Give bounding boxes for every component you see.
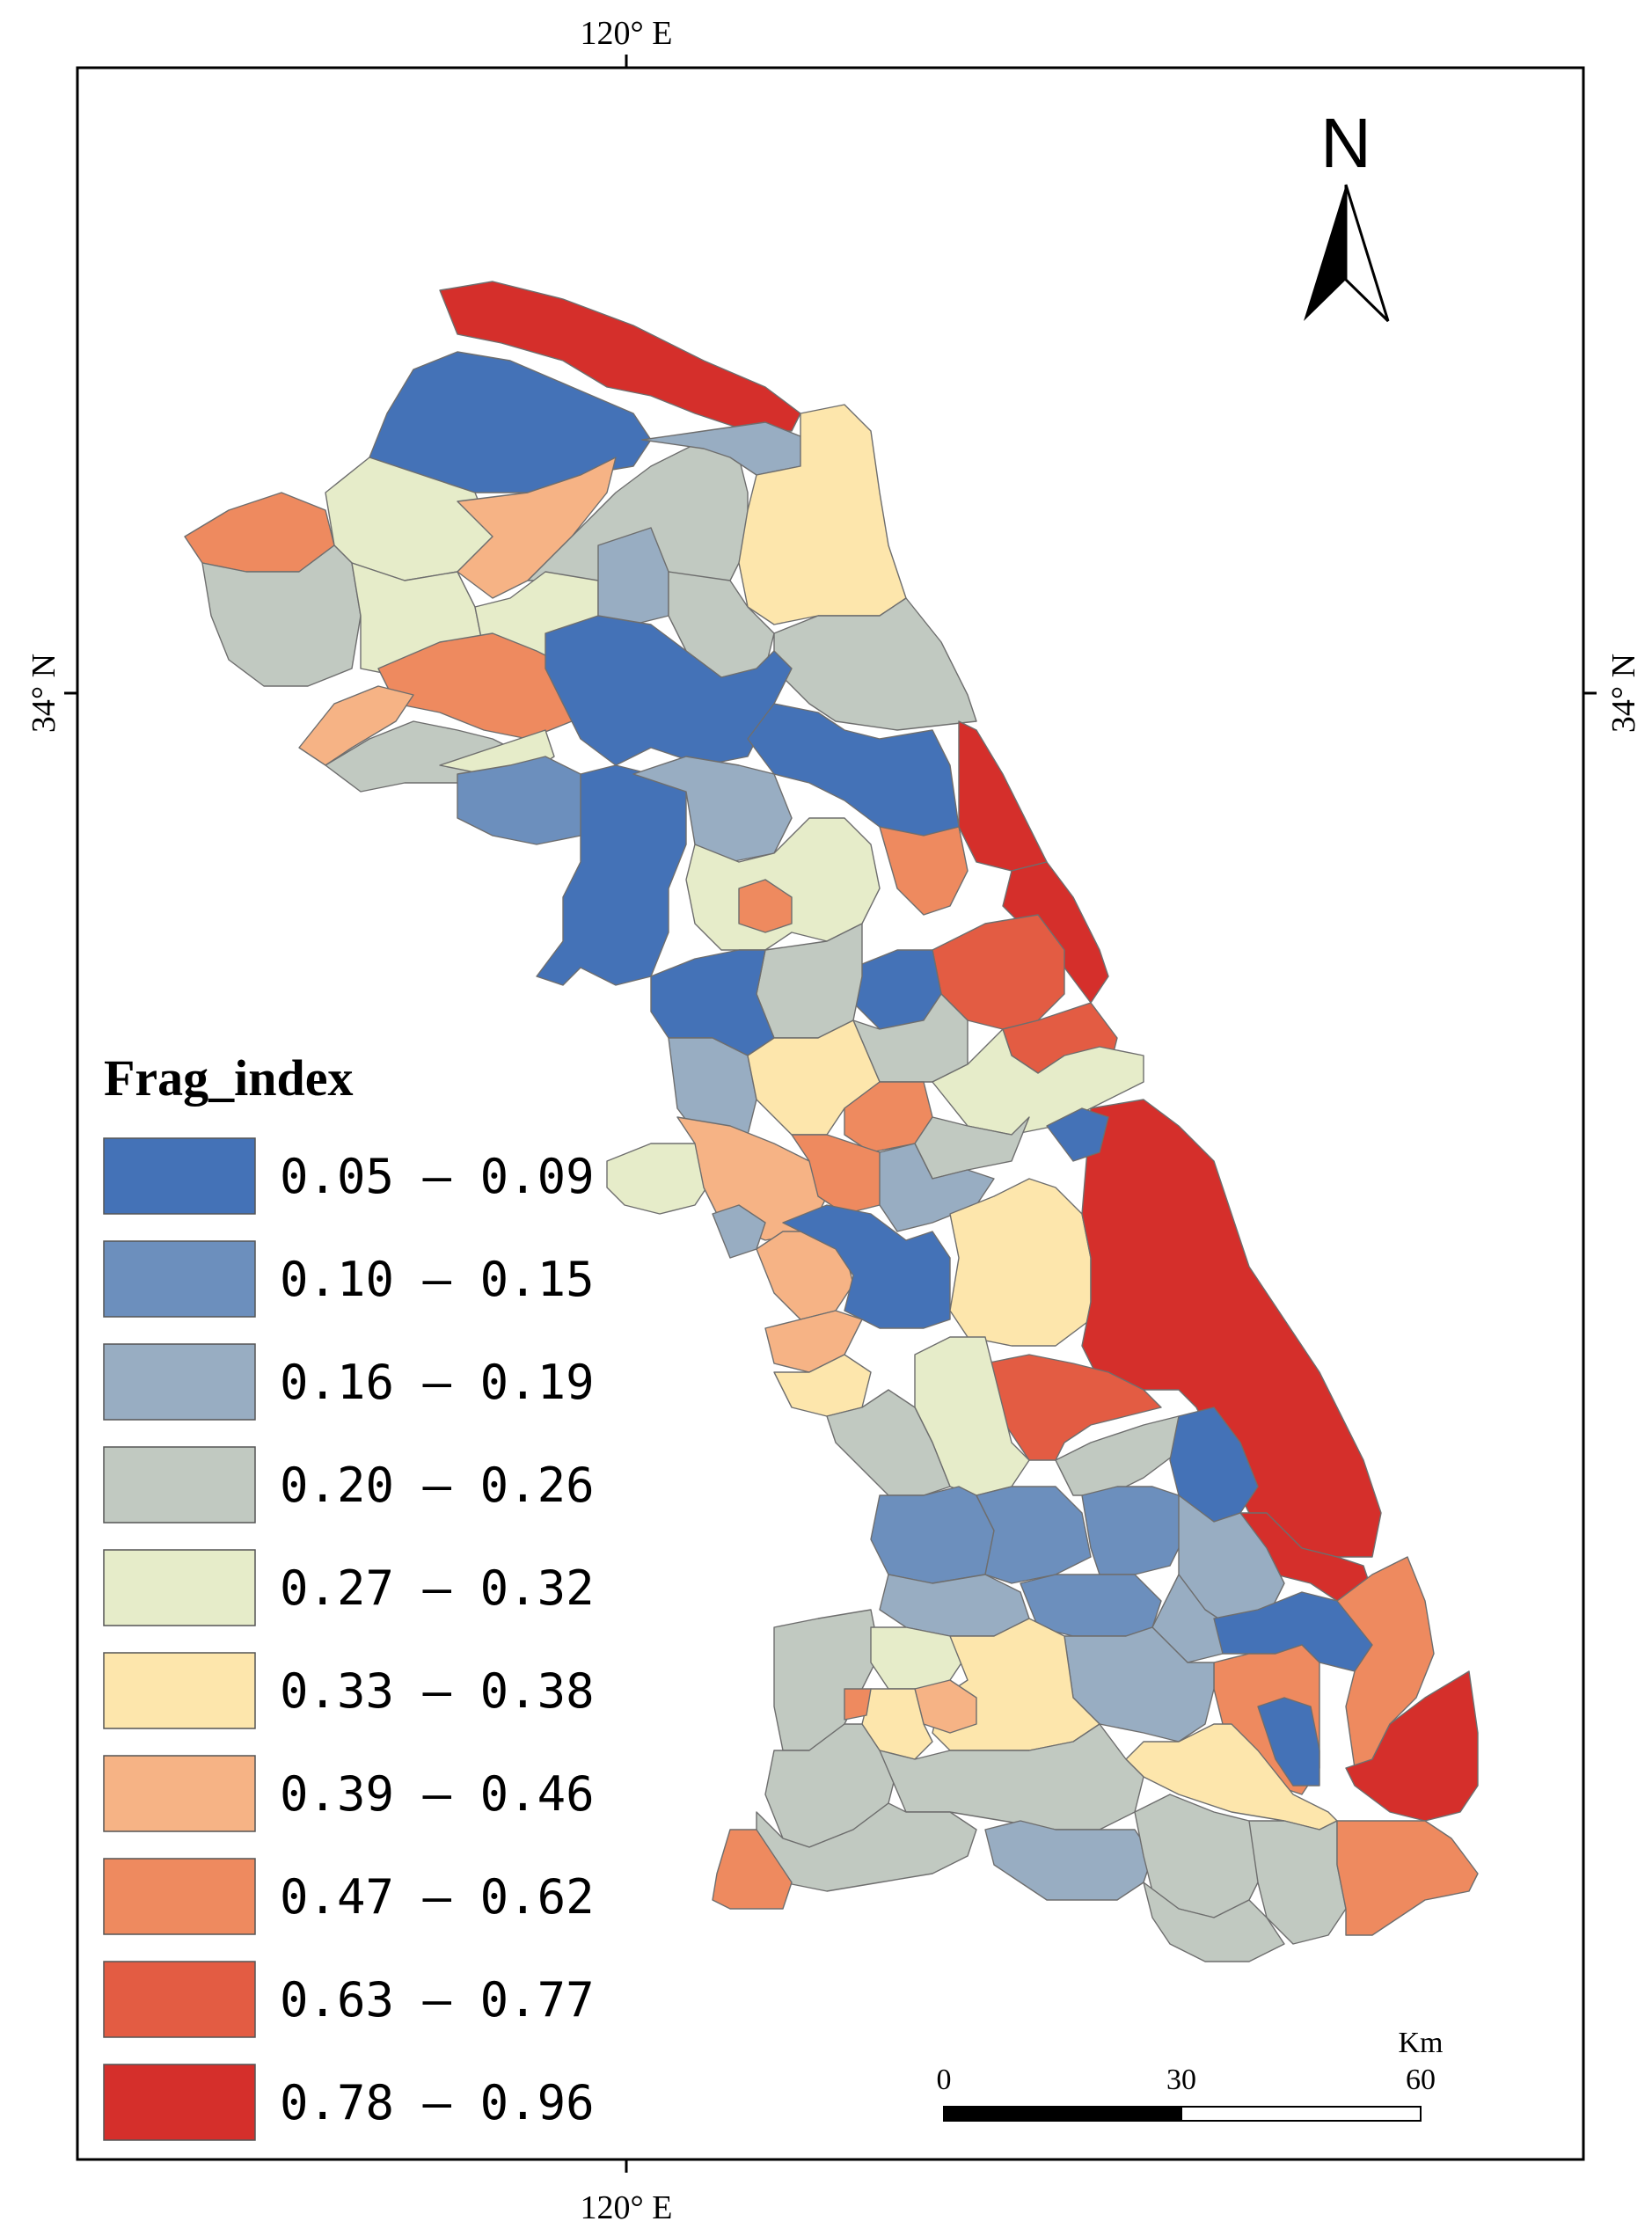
region-lightyellow-west-3[interactable] [606,1143,713,1215]
region-blue-south-1[interactable] [870,1486,995,1584]
legend-swatch-9 [103,2064,256,2141]
region-grey-south-6[interactable] [1143,1882,1285,1962]
choropleth-regions [184,281,1479,1962]
region-redorange-centre-3[interactable] [984,1354,1162,1461]
region-orange-centre-1[interactable] [879,826,969,916]
region-grey-south-1[interactable] [764,1723,898,1848]
region-yellow-west-4[interactable] [773,1354,872,1417]
region-orange-sw-2[interactable] [712,1829,793,1910]
region-peach-west-4[interactable] [764,1310,863,1373]
lat-label-right: 34° N [1605,654,1642,733]
lon-label-bottom: 120° E [581,2189,673,2226]
legend-label-7: 0.47 – 0.62 [280,1869,595,1925]
region-grey-centre-5[interactable] [826,1389,951,1496]
region-west-grey-1[interactable] [201,544,362,687]
legend-swatch-8 [103,1961,256,2038]
legend-swatch-6 [103,1755,256,1832]
region-orange-small-centre[interactable] [738,879,793,933]
north-arrow-left-half [1304,185,1346,321]
legend-label-8: 0.63 – 0.77 [280,1972,595,2028]
region-steel-small-1[interactable] [597,527,669,625]
legend-swatch-4 [103,1549,256,1626]
region-steel-west-2[interactable] [668,1037,757,1144]
legend-items: 0.05 – 0.09 0.10 – 0.15 0.16 – 0.19 0.20 – … [103,1137,595,2141]
region-grey-south-2[interactable] [879,1723,1144,1830]
region-west-orange-1[interactable] [184,492,335,573]
region-grey-ne[interactable] [773,597,977,731]
legend-swatch-0 [103,1137,256,1215]
legend-label-6: 0.39 – 0.46 [280,1766,595,1822]
legend: Frag_index 0.05 – 0.09 0.10 – 0.15 0.16 – … [103,1049,595,2141]
legend-label-9: 0.78 – 0.96 [280,2075,595,2130]
region-steel-south-5[interactable] [984,1820,1153,1901]
north-arrow-right-half [1344,184,1390,323]
legend-swatch-1 [103,1240,256,1318]
region-blue-south-2[interactable] [976,1486,1092,1584]
scale-tick-label-0: 0 [937,2064,952,2096]
region-blue-south-3[interactable] [1081,1486,1188,1575]
region-blue-centre-large[interactable] [747,703,960,837]
lat-label-left: 34° N [26,654,62,733]
legend-swatch-5 [103,1652,256,1729]
north-label: N [1320,104,1371,182]
legend-label-3: 0.20 – 0.26 [280,1458,595,1513]
legend-title: Frag_index [104,1049,354,1107]
legend-label-2: 0.16 – 0.19 [280,1355,595,1410]
region-blue-south-centre-1[interactable] [782,1204,951,1329]
region-orange-se-1[interactable] [1336,1820,1479,1936]
legend-swatch-2 [103,1343,256,1421]
region-red-east-1[interactable] [958,720,1048,872]
lon-label-top: 120° E [581,15,673,52]
legend-label-4: 0.27 – 0.32 [280,1560,595,1616]
region-steel-centre-1[interactable] [632,756,793,863]
scale-tick-label-30: 30 [1166,2064,1196,2096]
region-blue-east-small-1[interactable] [1046,1107,1109,1162]
scale-tick-label-60: 60 [1406,2064,1436,2096]
map-frame [76,66,1585,2161]
region-orange-sw-small[interactable] [844,1688,872,1721]
legend-label-1: 0.10 – 0.15 [280,1252,595,1307]
scale-bar-unit: Km [1399,2027,1444,2059]
region-blue-east-4[interactable] [1257,1697,1320,1787]
legend-label-5: 0.33 – 0.38 [280,1663,595,1719]
scale-bar-black-segment [943,2106,1182,2122]
north-arrow-icon: N [1304,104,1390,323]
legend-swatch-7 [103,1858,256,1935]
region-steel-small-west[interactable] [712,1204,766,1259]
legend-swatch-3 [103,1446,256,1524]
scale-bar: Km 0 30 60 [937,2027,1444,2122]
scale-bar-white-segment [1181,2106,1422,2122]
legend-label-0: 0.05 – 0.09 [280,1149,595,1204]
region-grey-south-3[interactable] [756,1802,977,1892]
region-red-east-4[interactable] [1345,1670,1479,1822]
